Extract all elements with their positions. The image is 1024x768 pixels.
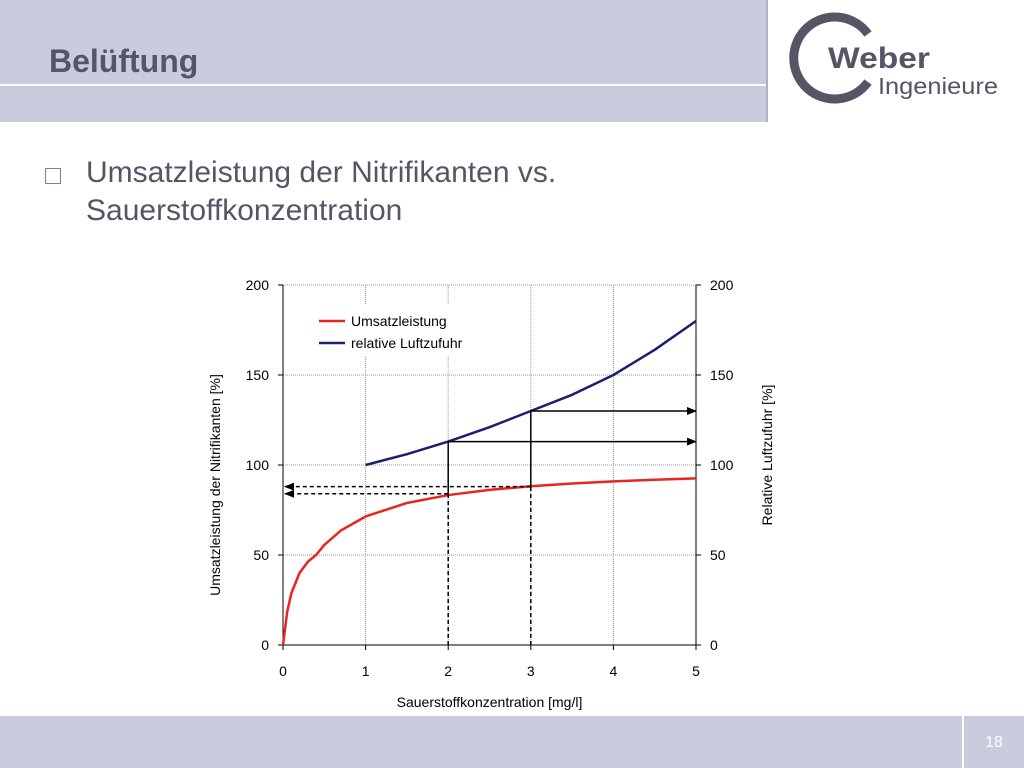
left-axis-label: Umsatzleistung der Nitrifikanten [%] bbox=[207, 374, 223, 596]
bullet-text: Umsatzleistung der Nitrifikanten vs. Sau… bbox=[86, 156, 557, 227]
legend-label: Umsatzleistung bbox=[351, 313, 447, 329]
header-lower-band bbox=[0, 86, 766, 122]
x-tick-label: 5 bbox=[692, 663, 700, 679]
right-tick-label: 0 bbox=[710, 637, 718, 653]
right-tick-label: 100 bbox=[710, 457, 734, 473]
left-tick-label: 200 bbox=[246, 277, 270, 293]
left-tick-label: 100 bbox=[246, 457, 270, 473]
left-tick-label: 50 bbox=[253, 547, 269, 563]
footer-separator bbox=[962, 716, 964, 768]
right-tick-label: 150 bbox=[710, 367, 734, 383]
x-tick-label: 1 bbox=[362, 663, 370, 679]
x-tick-label: 4 bbox=[610, 663, 618, 679]
series-line-umsatzleistung bbox=[281, 477, 697, 646]
header-logo-separator bbox=[766, 0, 768, 122]
right-tick-label: 200 bbox=[710, 277, 734, 293]
header-band bbox=[0, 0, 766, 84]
left-tick-label: 150 bbox=[246, 367, 270, 383]
page-number: 18 bbox=[985, 734, 1003, 751]
footer-band bbox=[0, 716, 962, 768]
right-tick-label: 50 bbox=[710, 547, 726, 563]
x-tick-label: 2 bbox=[444, 663, 452, 679]
logo-name: Weber bbox=[828, 42, 930, 75]
slide-title: Belüftung bbox=[49, 43, 199, 79]
x-axis-label: Sauerstoffkonzentration [mg/l] bbox=[397, 694, 583, 710]
logo-subtitle: Ingenieure bbox=[878, 73, 998, 99]
x-tick-label: 0 bbox=[279, 663, 287, 679]
header-divider bbox=[0, 84, 766, 86]
logo-ring-icon bbox=[789, 12, 872, 104]
x-tick-label: 3 bbox=[527, 663, 535, 679]
left-tick-label: 0 bbox=[261, 637, 269, 653]
footer-page-box bbox=[964, 716, 1024, 768]
right-axis-label: Relative Luftzufuhr [%] bbox=[759, 385, 775, 526]
bullet-marker-icon bbox=[45, 168, 61, 184]
legend-label: relative Luftzufuhr bbox=[351, 335, 463, 351]
legend-box bbox=[305, 305, 501, 357]
company-logo: Weber Ingenieure bbox=[789, 12, 998, 104]
